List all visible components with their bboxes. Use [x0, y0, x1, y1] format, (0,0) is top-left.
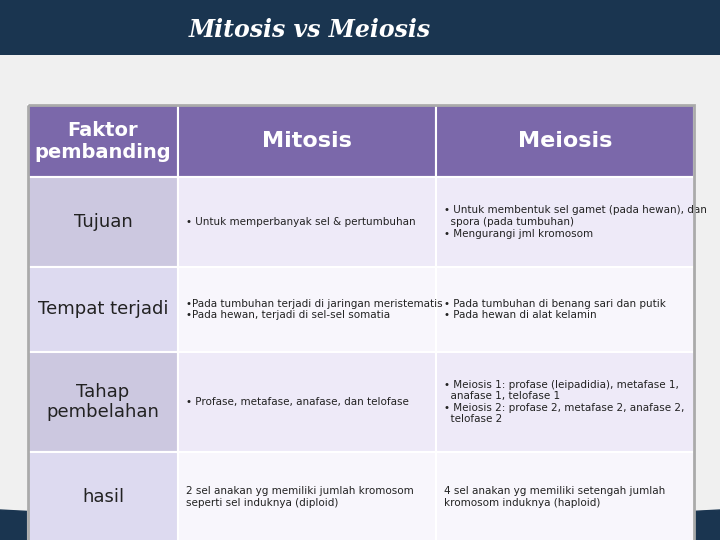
Text: 2 sel anakan yg memiliki jumlah kromosom
seperti sel induknya (diploid): 2 sel anakan yg memiliki jumlah kromosom… [186, 486, 414, 508]
FancyBboxPatch shape [178, 177, 436, 267]
FancyBboxPatch shape [0, 55, 720, 540]
Text: hasil: hasil [82, 488, 124, 506]
Polygon shape [0, 510, 720, 540]
FancyBboxPatch shape [178, 352, 436, 452]
Polygon shape [0, 0, 720, 55]
Text: • Untuk membentuk sel gamet (pada hewan), dan
  spora (pada tumbuhan)
• Menguran: • Untuk membentuk sel gamet (pada hewan)… [444, 205, 707, 239]
Text: • Profase, metafase, anafase, dan telofase: • Profase, metafase, anafase, dan telofa… [186, 397, 409, 407]
FancyBboxPatch shape [436, 267, 694, 352]
Text: Tujuan: Tujuan [73, 213, 132, 231]
FancyBboxPatch shape [28, 352, 178, 452]
FancyBboxPatch shape [436, 352, 694, 452]
Text: • Untuk memperbanyak sel & pertumbuhan: • Untuk memperbanyak sel & pertumbuhan [186, 217, 415, 227]
FancyBboxPatch shape [436, 105, 694, 177]
FancyBboxPatch shape [178, 452, 436, 540]
Text: Tempat terjadi: Tempat terjadi [37, 300, 168, 319]
Text: Mitosis: Mitosis [262, 131, 352, 151]
FancyBboxPatch shape [28, 267, 178, 352]
Text: 4 sel anakan yg memiliki setengah jumlah
kromosom induknya (haploid): 4 sel anakan yg memiliki setengah jumlah… [444, 486, 665, 508]
FancyBboxPatch shape [28, 177, 178, 267]
Text: Meiosis: Meiosis [518, 131, 612, 151]
Text: Mitosis vs Meiosis: Mitosis vs Meiosis [189, 18, 431, 42]
Text: Tahap
pembelahan: Tahap pembelahan [47, 383, 159, 421]
Text: •Pada tumbuhan terjadi di jaringan meristematis
•Pada hewan, terjadi di sel-sel : •Pada tumbuhan terjadi di jaringan meris… [186, 299, 443, 320]
FancyBboxPatch shape [28, 105, 178, 177]
FancyBboxPatch shape [178, 105, 436, 177]
FancyBboxPatch shape [436, 177, 694, 267]
Text: • Pada tumbuhan di benang sari dan putik
• Pada hewan di alat kelamin: • Pada tumbuhan di benang sari dan putik… [444, 299, 666, 320]
FancyBboxPatch shape [436, 452, 694, 540]
Text: • Meiosis 1: profase (leipadidia), metafase 1,
  anafase 1, telofase 1
• Meiosis: • Meiosis 1: profase (leipadidia), metaf… [444, 380, 685, 424]
FancyBboxPatch shape [178, 267, 436, 352]
Text: Faktor
pembanding: Faktor pembanding [35, 120, 171, 161]
FancyBboxPatch shape [28, 452, 178, 540]
